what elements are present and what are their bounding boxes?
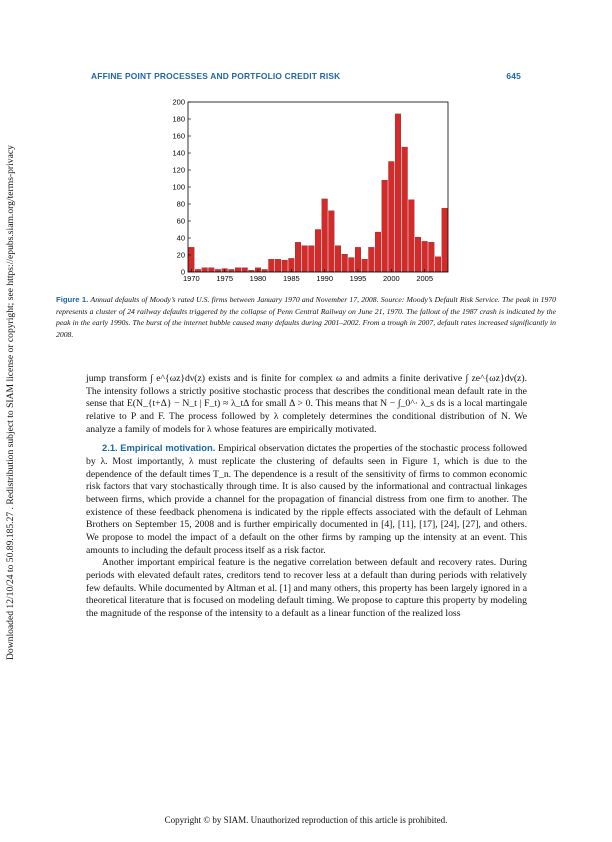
y-tick-label: 80 xyxy=(177,200,185,209)
download-sidebar: Downloaded 12/10/24 to 50.89.185.27 . Re… xyxy=(2,145,16,660)
section-title: Empirical motivation. xyxy=(120,442,216,454)
y-tick-label: 180 xyxy=(172,115,185,124)
bar-1978 xyxy=(241,267,248,273)
bar-2002 xyxy=(401,146,408,273)
bar-1984 xyxy=(281,259,288,273)
x-tick-label: 2005 xyxy=(416,274,433,283)
download-notice: Downloaded 12/10/24 to 50.89.185.27 . Re… xyxy=(5,145,16,660)
page-number: 645 xyxy=(506,71,521,81)
figure-label: Figure 1. xyxy=(56,295,89,304)
running-header: AFFINE POINT PROCESSES AND PORTFOLIO CRE… xyxy=(91,71,521,81)
bar-1994 xyxy=(348,257,355,273)
bar-1982 xyxy=(268,259,275,273)
paragraph-1: jump transform ∫ e^{ωz}dν(z) exists and … xyxy=(86,373,527,435)
bar-1992 xyxy=(335,245,341,273)
section-number: 2.1. xyxy=(102,442,118,454)
defaults-bar-chart: 0 20 40 60 80 100 120 140 160 180 200 1970 1975 1980 1… xyxy=(172,98,449,283)
bar-2006 xyxy=(428,242,435,273)
y-tick-label: 140 xyxy=(172,149,185,158)
x-tick-label: 1995 xyxy=(350,274,367,283)
bar-2007 xyxy=(435,256,441,273)
paragraph-2-text: Empirical observation dictates the prope… xyxy=(86,443,528,556)
y-tick-label: 60 xyxy=(177,217,185,226)
bar-1989 xyxy=(315,229,321,273)
bar-1998 xyxy=(375,231,381,273)
bar-2000 xyxy=(388,161,395,273)
bar-1999 xyxy=(381,180,388,273)
y-tick-label: 100 xyxy=(172,183,185,192)
x-tick-label: 1990 xyxy=(316,274,333,283)
y-tick-label: 0 xyxy=(181,268,185,277)
bar-1997 xyxy=(368,247,375,273)
x-tick-label: 2000 xyxy=(383,274,400,283)
bar-1991 xyxy=(328,210,335,273)
x-tick-label: 1980 xyxy=(250,274,267,283)
bar-1986 xyxy=(295,242,301,273)
bar-1990 xyxy=(321,198,328,273)
figure-caption-text: Annual defaults of Moody’s rated U.S. fi… xyxy=(56,295,556,339)
bar-1983 xyxy=(275,259,281,273)
bar-2001 xyxy=(395,113,401,273)
y-tick-label: 20 xyxy=(177,251,185,260)
paragraph-2: 2.1. Empirical motivation. Empirical obs… xyxy=(86,442,527,557)
bar-1988 xyxy=(308,245,315,273)
bar-2008 xyxy=(441,208,448,273)
x-tick-label: 1985 xyxy=(283,274,300,283)
y-tick-label: 40 xyxy=(177,234,185,243)
bar-1970 xyxy=(188,247,195,273)
bar-1987 xyxy=(301,245,308,273)
bar-1973 xyxy=(208,267,215,273)
running-title: AFFINE POINT PROCESSES AND PORTFOLIO CRE… xyxy=(91,71,341,81)
copyright-footer: Copyright © by SIAM. Unauthorized reprod… xyxy=(164,815,448,825)
y-tick-label: 160 xyxy=(172,132,185,141)
figure-caption: Figure 1. Annual defaults of Moody’s rat… xyxy=(56,294,556,340)
bar-2003 xyxy=(408,199,415,273)
x-tick-label: 1975 xyxy=(216,274,233,283)
x-tick-label: 1970 xyxy=(183,274,200,283)
bar-2004 xyxy=(415,236,421,273)
y-tick-label: 200 xyxy=(172,98,185,107)
paragraph-3: Another important empirical feature is t… xyxy=(86,557,527,619)
bar-1996 xyxy=(361,259,368,273)
body-text: jump transform ∫ e^{ωz}dν(z) exists and … xyxy=(86,373,527,620)
bar-2005 xyxy=(421,241,428,273)
y-tick-label: 120 xyxy=(172,166,185,175)
bar-1977 xyxy=(235,267,241,273)
bar-1972 xyxy=(201,267,208,273)
bar-1993 xyxy=(341,253,348,273)
bar-1995 xyxy=(355,247,361,273)
